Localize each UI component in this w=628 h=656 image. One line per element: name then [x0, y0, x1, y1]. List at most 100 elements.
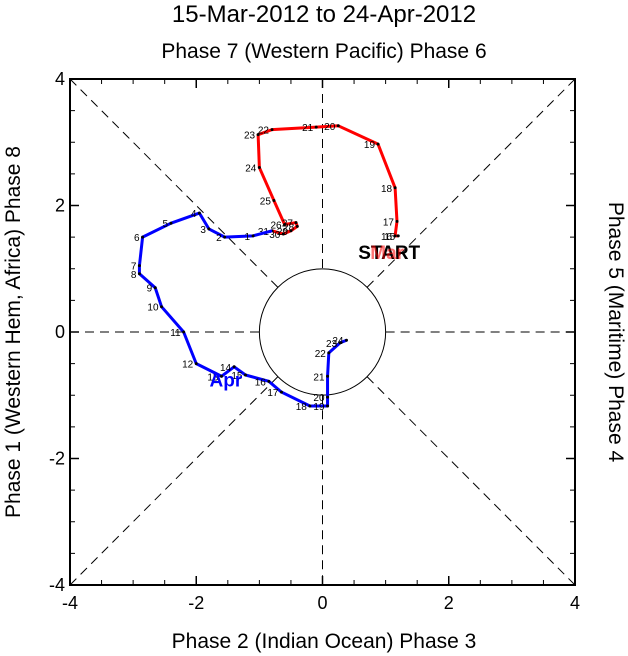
data-point — [376, 142, 380, 146]
day-label: 23 — [326, 339, 338, 350]
series-line-mar — [256, 124, 399, 238]
data-point — [256, 133, 260, 137]
day-label: 15 — [231, 371, 243, 382]
data-point — [344, 338, 348, 342]
day-label: 28 — [283, 222, 295, 233]
day-label: 6 — [134, 233, 140, 244]
data-point — [220, 374, 223, 378]
data-point — [336, 124, 340, 128]
data-point — [327, 351, 331, 355]
data-point — [326, 374, 330, 378]
data-point — [251, 234, 255, 238]
data-point — [223, 235, 227, 239]
day-label: 17 — [267, 388, 279, 399]
data-point — [243, 373, 247, 377]
start-label: START — [358, 243, 420, 264]
day-label: 3 — [200, 225, 206, 236]
day-label: 18 — [381, 184, 393, 195]
x-tick-label: 0 — [317, 593, 327, 613]
day-label: 25 — [260, 196, 272, 207]
day-label: 29 — [277, 227, 289, 238]
data-point — [393, 186, 397, 190]
day-label: 27 — [282, 219, 294, 230]
y-tick-label: 4 — [55, 69, 65, 89]
series-label-mar: Mar — [370, 243, 404, 264]
data-point — [396, 234, 400, 238]
day-label: 23 — [244, 131, 256, 142]
data-point — [197, 211, 201, 215]
data-point — [281, 232, 285, 236]
unit-circle — [258, 268, 387, 396]
day-label: 20 — [313, 393, 325, 404]
data-point — [194, 362, 198, 366]
phase-divider-lines — [69, 78, 576, 586]
data-point — [160, 305, 164, 309]
right-phase-label: Phase 5 (Maritime) Phase 4 — [604, 202, 627, 463]
day-label: 18 — [296, 402, 308, 413]
day-label: 14 — [220, 363, 232, 374]
data-point — [289, 229, 293, 233]
x-tick-label: -2 — [188, 593, 204, 613]
left-phase-label: Phase 1 (Western Hem, Africa) Phase 8 — [2, 146, 25, 518]
day-label: 4 — [191, 209, 197, 220]
day-label: 10 — [147, 303, 159, 314]
day-label: 21 — [302, 123, 314, 134]
data-point — [308, 404, 312, 408]
y-tick-label: 2 — [55, 196, 65, 216]
divider-line-3 — [366, 376, 576, 586]
data-point — [393, 234, 397, 238]
day-label: 22 — [315, 349, 327, 360]
divider-line-2 — [69, 376, 279, 586]
day-label: 26 — [271, 220, 283, 231]
data-point — [326, 404, 330, 408]
data-point — [169, 221, 173, 225]
data-point — [141, 235, 145, 239]
y-tick-label: -2 — [49, 449, 65, 469]
day-label: 1 — [245, 232, 251, 243]
data-point — [314, 125, 318, 129]
data-point — [137, 264, 141, 268]
data-point — [283, 222, 287, 226]
day-label: 21 — [313, 372, 325, 383]
data-point — [270, 128, 274, 132]
day-label: 16 — [381, 232, 393, 243]
data-point — [395, 219, 399, 223]
day-label: 11 — [170, 328, 181, 339]
y-tick-label: -4 — [49, 575, 65, 595]
data-point — [153, 286, 157, 290]
data-point — [338, 341, 342, 345]
data-point — [137, 272, 141, 276]
y-tick-label: 0 — [55, 322, 65, 342]
day-label: 15 — [384, 232, 396, 243]
data-point — [207, 227, 211, 231]
data-point — [279, 390, 283, 394]
data-point — [294, 221, 298, 225]
day-label: 9 — [147, 284, 153, 295]
x-tick-label: -4 — [62, 593, 78, 613]
divider-line-0 — [69, 78, 279, 288]
data-point — [295, 224, 299, 228]
day-label: 30 — [269, 230, 281, 241]
day-label: 12 — [182, 360, 194, 371]
chart-title: 15-Mar-2012 to 24-Apr-2012 — [172, 1, 476, 28]
day-label: 24 — [245, 164, 257, 175]
day-label: 24 — [332, 336, 344, 347]
day-label: 22 — [258, 126, 270, 137]
bottom-phase-label: Phase 2 (Indian Ocean) Phase 3 — [172, 630, 477, 653]
data-point — [272, 198, 276, 202]
day-label: 7 — [131, 262, 137, 273]
data-point — [267, 379, 271, 383]
data-point — [232, 365, 236, 369]
x-tick-label: 4 — [570, 593, 580, 613]
day-label: 19 — [313, 402, 325, 413]
day-label: 8 — [131, 270, 137, 281]
data-point — [326, 395, 330, 399]
day-label: 19 — [364, 140, 376, 151]
x-tick-label: 2 — [444, 593, 454, 613]
day-label: 20 — [324, 122, 336, 133]
day-label: 16 — [255, 377, 267, 388]
data-point — [257, 166, 261, 170]
day-label: 17 — [383, 217, 395, 228]
